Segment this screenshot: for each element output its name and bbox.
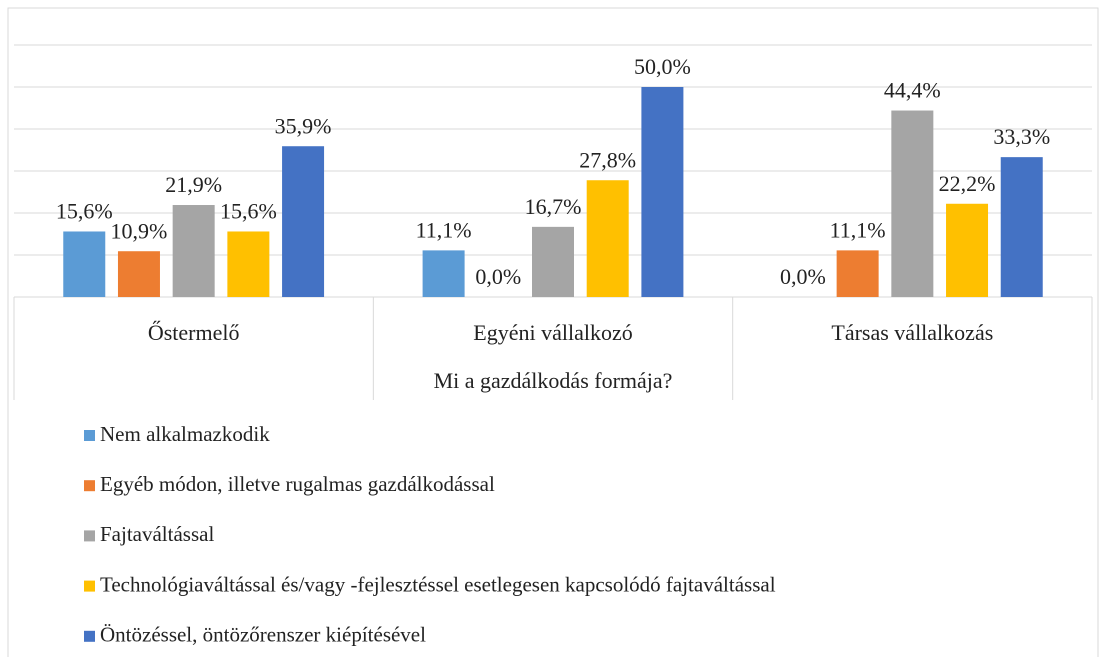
data-label: 15,6% (56, 199, 113, 224)
bar (532, 226, 574, 297)
legend-swatch (84, 580, 95, 592)
bar (586, 180, 629, 297)
data-label: 11,1% (416, 217, 472, 242)
data-label: 16,7% (525, 194, 582, 219)
data-label: 15,6% (220, 199, 277, 224)
legend-swatch (84, 630, 95, 642)
data-label: 22,2% (939, 171, 996, 196)
chart-frame (7, 7, 1099, 657)
data-label: 0,0% (475, 264, 521, 289)
x-tick-label: Őstermelő (148, 320, 240, 345)
data-label: 11,1% (830, 217, 886, 242)
bar (63, 231, 106, 297)
data-label: 44,4% (884, 78, 941, 103)
data-label: 21,9% (165, 172, 222, 197)
legend-swatch (84, 530, 95, 542)
bar (836, 250, 879, 297)
legend-label: Technológiaváltással és/vagy -fejlesztés… (100, 572, 776, 596)
bar (946, 203, 989, 297)
bar (227, 231, 270, 297)
data-label: 10,9% (111, 218, 168, 243)
data-label: 33,3% (993, 124, 1050, 149)
x-tick-label: Társas vállalkozás (831, 320, 993, 345)
bar (422, 250, 465, 297)
bar (117, 251, 160, 297)
legend-swatch (84, 480, 95, 492)
legend-label: Egyéb módon, illetve rugalmas gazdálkodá… (100, 472, 495, 496)
legend-swatch (84, 430, 95, 441)
data-label: 27,8% (579, 147, 636, 172)
bar (891, 110, 934, 298)
x-axis-title: Mi a gazdálkodás formája? (434, 368, 673, 393)
bar (172, 205, 215, 297)
bar (282, 146, 325, 297)
bar (1000, 157, 1043, 297)
bar (641, 87, 684, 297)
legend-label: Öntözéssel, öntözőrenszer kiépítésével (100, 623, 426, 647)
x-tick-label: Egyéni vállalkozó (473, 320, 632, 345)
legend-label: Nem alkalmazkodik (100, 422, 270, 446)
data-label: 0,0% (780, 264, 826, 289)
data-label: 35,9% (275, 113, 332, 138)
data-label: 50,0% (634, 54, 691, 79)
legend-label: Fajtaváltással (100, 522, 214, 546)
